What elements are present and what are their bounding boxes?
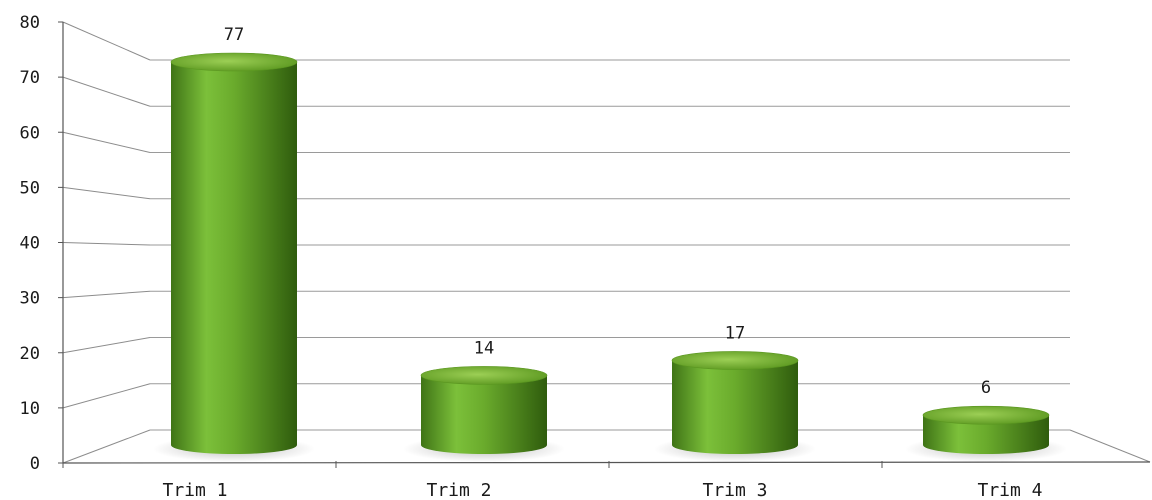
data-labels: 77 14 17 6 [224, 25, 991, 398]
gridline-side [62, 186, 151, 200]
bar-trim-4 [905, 405, 1067, 462]
gridline-side [62, 131, 151, 153]
data-label: 14 [474, 338, 494, 358]
x-category-label: Trim 4 [977, 480, 1042, 500]
x-axis-labels: Trim 1 Trim 2 Trim 3 Trim 4 [162, 480, 1042, 500]
data-label: 6 [981, 378, 991, 398]
bar-trim-3 [654, 351, 816, 462]
bar-top [170, 52, 298, 72]
bar-body [171, 62, 297, 454]
bar-trim-2 [403, 366, 565, 462]
y-tick-label: 60 [20, 123, 40, 143]
gridline-side [62, 337, 151, 354]
x-category-label: Trim 3 [702, 480, 767, 500]
gridline-side [62, 290, 151, 299]
floor-edge [1069, 429, 1151, 463]
x-category-label: Trim 1 [162, 480, 227, 500]
bar-body [672, 360, 798, 454]
y-tick-label: 80 [20, 13, 40, 33]
y-tick-label: 40 [20, 234, 40, 254]
x-axis-line [62, 461, 1151, 464]
x-category-label: Trim 2 [426, 480, 491, 500]
gridline-side [62, 21, 151, 61]
bar-top [671, 351, 799, 370]
data-label: 77 [224, 25, 244, 45]
y-tick-label: 10 [20, 399, 40, 419]
y-tick-label: 0 [30, 454, 40, 474]
bars [153, 52, 1067, 462]
y-tick-label: 50 [20, 178, 40, 198]
gridlines [62, 21, 1070, 464]
y-tick-label: 30 [20, 289, 40, 309]
y-tick-label: 70 [20, 68, 40, 88]
gridline-side [62, 76, 151, 107]
bar-top [420, 366, 548, 385]
gridline-side [62, 429, 151, 464]
bar-trim-1 [153, 52, 315, 462]
y-axis-ticks: 0 10 20 30 40 50 60 70 80 [20, 13, 63, 474]
gridline-side [62, 383, 151, 409]
bar-body [923, 415, 1049, 454]
bar-body [421, 375, 547, 454]
gridline-side [62, 242, 151, 246]
y-tick-label: 20 [20, 344, 40, 364]
bar-top [922, 405, 1050, 425]
data-label: 17 [725, 323, 745, 343]
